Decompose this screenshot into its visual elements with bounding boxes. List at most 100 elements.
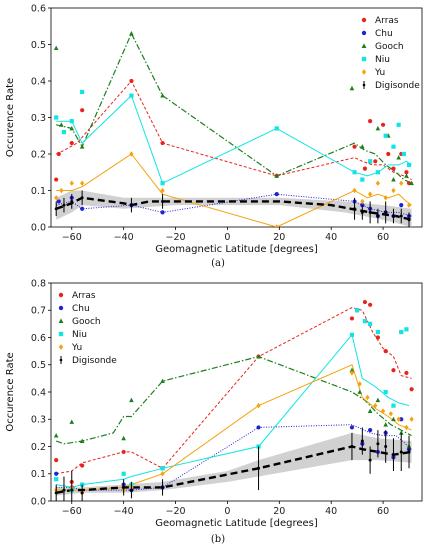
- panel-a-niu-point: [391, 144, 396, 149]
- panel-a-yu-point: [54, 195, 59, 201]
- panel-b-gooch-point: [391, 416, 396, 422]
- panel-a-arras-point: [352, 144, 357, 149]
- panel-a-gooch-point: [53, 45, 59, 51]
- panel-a-gooch-line: [56, 32, 412, 184]
- panel-b-x-tick-label: 0: [224, 506, 230, 517]
- panel-a-niu-point: [80, 89, 85, 95]
- panel-b-gooch-point: [398, 430, 404, 435]
- panel-b-niu-point: [355, 308, 360, 313]
- panel-b-y-tick-label: 0.0: [31, 496, 46, 507]
- panel-a-legend-yu-marker: [361, 69, 367, 75]
- panel-a-legend-chu-label: Chu: [375, 29, 393, 39]
- panel-b-legend-digisonde-marker: [59, 358, 63, 362]
- panel-b-arras-point: [368, 302, 373, 307]
- panel-a-niu-point: [129, 93, 134, 98]
- panel-b-yu-point: [160, 471, 165, 477]
- panel-b-gooch-point: [69, 419, 75, 424]
- panel-a-arras-point: [404, 170, 409, 175]
- panel-a-digisonde-point: [384, 210, 388, 214]
- panel-b-gooch-point: [367, 408, 373, 413]
- panel-a-x-tick-label: 60: [377, 232, 389, 243]
- panel-b-yu-point: [373, 402, 378, 409]
- panel-b-yu-point: [396, 416, 401, 422]
- panel-a-digisonde-point: [62, 203, 66, 207]
- panel-b-gooch-point: [383, 422, 388, 427]
- panel-b-gooch-point: [256, 354, 261, 359]
- panel-a-niu-point: [401, 151, 406, 157]
- panel-b-gooch-point: [53, 433, 59, 438]
- panel-a-digisonde-point: [360, 210, 364, 214]
- panel-a-legend: Arras Chu Gooch Niu Yu Digisonde: [361, 16, 420, 91]
- panel-b-digisonde-point: [161, 485, 165, 489]
- panel-b-legend-yu-label: Yu: [71, 343, 82, 353]
- panel-b-digisonde-point: [257, 466, 261, 470]
- panel-b-digisonde-point: [54, 491, 58, 495]
- panel-b-y-tick-label: 0.5: [31, 360, 46, 371]
- panel-b-niu-point: [121, 471, 126, 476]
- panel-a-plot-frame: [50, 7, 423, 228]
- panel-a-arras-point: [373, 159, 378, 164]
- panel-b-legend: Arras Chu Gooch Niu Yu Digisonde: [58, 291, 117, 366]
- panel-a-chu-point: [80, 206, 85, 211]
- panel-a-gooch-point: [59, 122, 64, 127]
- panel-a-digisonde-point: [129, 203, 133, 207]
- panel-b-x-tick-label: 20: [273, 506, 285, 517]
- panel-b-gooch-point: [349, 367, 355, 373]
- panel-a-gooch-point: [129, 31, 134, 36]
- panel-a-arras-point: [391, 166, 396, 171]
- panel-b-gooch-point: [375, 397, 381, 403]
- panel-b-yu-point: [409, 416, 414, 422]
- panel-a-niu-point: [274, 126, 279, 131]
- panel-b-x-tick-label: 60: [377, 506, 389, 517]
- panel-a-yu-point: [391, 187, 396, 194]
- panel-b-chu-point: [349, 425, 355, 430]
- panel-a-digisonde-point: [368, 210, 372, 214]
- panel-a-legend-digisonde-label: Digisonde: [375, 81, 420, 91]
- panel-a-x-tick-label: −60: [62, 232, 82, 243]
- panel-b-y-tick-label: 0.7: [31, 306, 46, 317]
- panel-a-y-axis-label: Occurence Rate: [5, 78, 16, 157]
- panel-a-x-tick-label: 20: [273, 232, 285, 243]
- chart-panel-a: −60 −40 −20 0 20 40 60 0.0 0.1 0.2 0.3 0.4 0.5 0.6 Geo…: [5, 3, 423, 255]
- panel-a-arras-point: [368, 119, 373, 124]
- panel-b-niu-point: [349, 332, 355, 337]
- panel-a-gooch-point: [404, 173, 409, 178]
- panel-a-legend-yu-label: Yu: [374, 68, 385, 78]
- panel-b-y-tick-label: 0.3: [31, 415, 46, 426]
- panel-b-legend-niu-label: Niu: [72, 330, 87, 340]
- panel-a-legend-arras-label: Arras: [375, 16, 399, 26]
- panel-a-y-tick-label: 0.4: [31, 76, 46, 87]
- panel-b-arras-point: [349, 316, 355, 321]
- panel-a-y-tick-label: 0.6: [31, 3, 46, 14]
- panel-b-legend-gooch-label: Gooch: [72, 317, 101, 327]
- panel-a-gooch-point: [69, 125, 75, 131]
- panel-a-y-tick-label: 0.3: [31, 113, 46, 124]
- panel-a-legend-digisonde-marker: [362, 83, 366, 87]
- panel-b-digisonde-point: [407, 450, 411, 454]
- panel-b-gooch-point: [129, 397, 134, 403]
- panel-b-legend-gooch-marker: [58, 318, 64, 323]
- panel-a-chu-point: [56, 199, 61, 204]
- panel-a-digisonde-point: [399, 214, 403, 218]
- panel-a-gooch-point: [409, 180, 414, 186]
- panel-a-x-tick-label: −20: [166, 232, 186, 243]
- panel-b-y-tick-label: 0.6: [31, 333, 46, 344]
- panel-a-arras-point: [129, 78, 134, 84]
- panel-a-legend-niu-marker: [361, 56, 367, 62]
- panel-b-niu-point: [368, 321, 373, 326]
- panel-a-gooch-point: [274, 173, 280, 178]
- panel-a-niu-point: [406, 162, 412, 168]
- panel-a-niu-point: [396, 122, 401, 127]
- panel-b-digisonde-point: [376, 442, 380, 446]
- panel-a-chu-point: [399, 203, 404, 208]
- panel-b-arras-point: [362, 299, 368, 305]
- panel-a-arras-point: [80, 108, 85, 113]
- panel-b-arras-point: [409, 387, 414, 392]
- panel-b-arras-line: [56, 306, 412, 475]
- panel-a-yu-line: [56, 153, 412, 227]
- panel-a-digisonde-point: [407, 218, 411, 222]
- panel-a-niu-point: [54, 115, 59, 120]
- panel-a-digisonde-point: [161, 199, 165, 203]
- panel-b-y-tick-label: 0.2: [31, 442, 46, 453]
- panel-a-x-tick-label: −40: [114, 232, 134, 243]
